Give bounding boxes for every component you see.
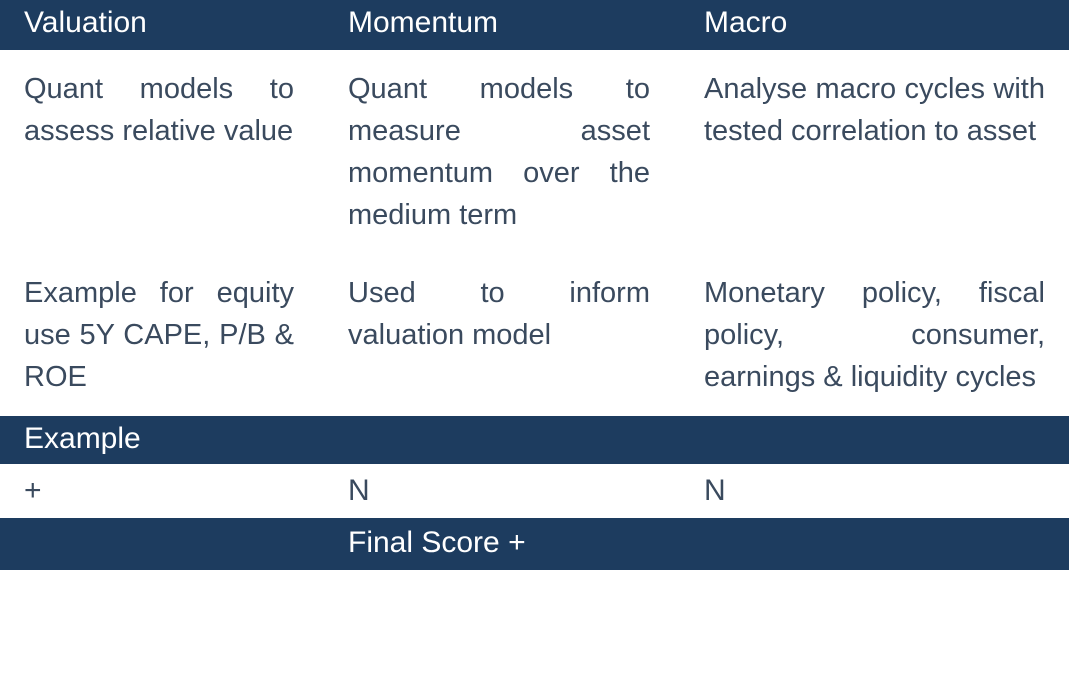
col-header-valuation: Valuation xyxy=(0,0,324,50)
table-body-row: Quant models to assess relative value Qu… xyxy=(0,50,1069,254)
cell-macro-example: Monetary policy, fiscal policy, consumer… xyxy=(680,254,1069,416)
final-score-label: Final Score + xyxy=(324,518,680,570)
cell-momentum-example: Used to inform valuation model xyxy=(324,254,680,416)
col-header-momentum: Momentum xyxy=(324,0,680,50)
final-score-spacer-right xyxy=(680,518,1069,570)
final-score-spacer xyxy=(0,518,324,570)
example-header-row: Example xyxy=(0,416,1069,464)
score-valuation: + xyxy=(0,464,324,518)
score-row: + N N xyxy=(0,464,1069,518)
final-score-row: Final Score + xyxy=(0,518,1069,570)
table-header-row: Valuation Momentum Macro xyxy=(0,0,1069,50)
framework-table: Valuation Momentum Macro Quant models to… xyxy=(0,0,1069,570)
score-momentum: N xyxy=(324,464,680,518)
cell-valuation-desc: Quant models to assess relative value xyxy=(0,50,324,254)
cell-macro-desc: Analyse macro cycles with tested correla… xyxy=(680,50,1069,254)
example-header-label: Example xyxy=(0,416,1069,464)
col-header-macro: Macro xyxy=(680,0,1069,50)
cell-momentum-desc: Quant models to measure asset momentum o… xyxy=(324,50,680,254)
cell-valuation-example: Example for equity use 5Y CAPE, P/B & RO… xyxy=(0,254,324,416)
score-macro: N xyxy=(680,464,1069,518)
table-body-row: Example for equity use 5Y CAPE, P/B & RO… xyxy=(0,254,1069,416)
